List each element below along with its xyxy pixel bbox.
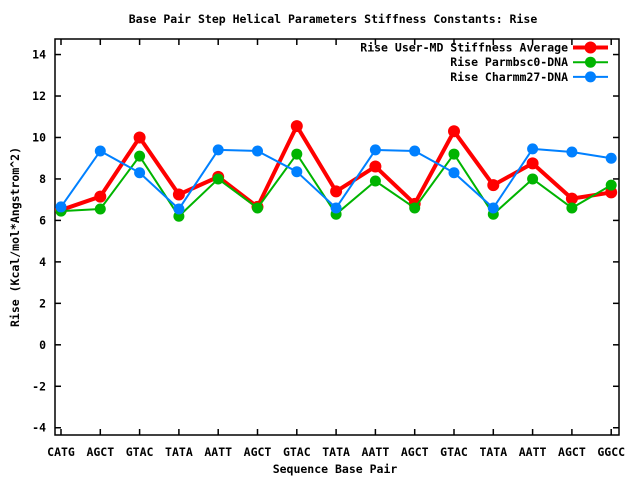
data-point	[94, 190, 107, 203]
y-tick-label: -2	[32, 379, 46, 393]
plot-border	[54, 38, 620, 436]
data-point	[290, 120, 303, 133]
data-point	[212, 144, 224, 156]
data-point	[94, 203, 106, 215]
data-point	[409, 202, 421, 214]
y-tick-label: 2	[39, 296, 46, 310]
data-point	[566, 202, 578, 214]
legend-label: Rise User-MD Stiffness Average	[360, 41, 568, 55]
data-point	[133, 131, 146, 144]
x-tick-label: AATT	[519, 445, 547, 459]
data-point	[173, 203, 185, 215]
x-axis-label: Sequence Base Pair	[273, 462, 398, 476]
data-point	[527, 173, 539, 185]
data-point	[448, 167, 460, 179]
y-tick-label: 4	[39, 255, 46, 269]
x-tick-label: TATA	[322, 445, 350, 459]
data-point	[605, 152, 617, 164]
data-point	[291, 148, 303, 160]
x-tick-label: AGCT	[86, 445, 114, 459]
legend-label: Rise Charmm27-DNA	[450, 70, 568, 84]
x-tick-label: AGCT	[558, 445, 586, 459]
data-point	[487, 202, 499, 214]
data-point	[448, 148, 460, 160]
x-tick-label: AATT	[362, 445, 390, 459]
legend-label: Rise Parmbsc0-DNA	[450, 55, 568, 69]
data-point	[134, 167, 146, 179]
chart-title: Base Pair Step Helical Parameters Stiffn…	[129, 12, 538, 26]
data-point	[330, 185, 343, 198]
data-point	[252, 145, 263, 157]
data-point	[134, 150, 146, 162]
data-point	[605, 179, 617, 191]
legend-marker	[584, 41, 597, 54]
data-point	[55, 201, 67, 213]
x-tick-label: CATG	[47, 445, 75, 459]
x-tick-label: GGCC	[597, 445, 625, 459]
x-tick-label: TATA	[479, 445, 507, 459]
x-tick-label: AATT	[204, 445, 232, 459]
y-tick-label: 6	[39, 213, 46, 227]
data-point	[565, 192, 578, 205]
legend-marker	[585, 56, 596, 68]
data-point	[448, 125, 460, 138]
y-tick-label: 12	[32, 89, 46, 103]
x-tick-label: GTAC	[126, 445, 154, 459]
data-point	[487, 179, 500, 192]
y-tick-label: 14	[32, 48, 46, 62]
x-tick-label: AGCT	[244, 445, 272, 459]
x-tick-label: TATA	[165, 445, 193, 459]
x-tick-label: GTAC	[440, 445, 468, 459]
y-tick-label: -4	[32, 421, 46, 435]
y-tick-label: 0	[39, 338, 46, 352]
data-point	[409, 145, 421, 157]
data-point	[526, 157, 539, 170]
data-point	[369, 175, 381, 187]
data-point	[369, 160, 382, 173]
data-point	[212, 173, 224, 185]
data-point	[369, 144, 381, 156]
data-point	[291, 166, 303, 178]
data-point	[566, 146, 578, 158]
data-point	[172, 188, 185, 201]
data-point	[94, 145, 106, 157]
data-point	[527, 143, 539, 155]
y-axis-label: Rise (Kcal/mol*Angstrom^2)	[8, 147, 22, 327]
x-tick-label: GTAC	[283, 445, 311, 459]
data-point	[252, 202, 263, 214]
y-tick-label: 10	[32, 130, 46, 144]
legend-marker	[585, 71, 596, 83]
y-tick-label: 8	[39, 172, 46, 186]
data-point	[330, 202, 342, 214]
x-tick-label: AGCT	[401, 445, 429, 459]
